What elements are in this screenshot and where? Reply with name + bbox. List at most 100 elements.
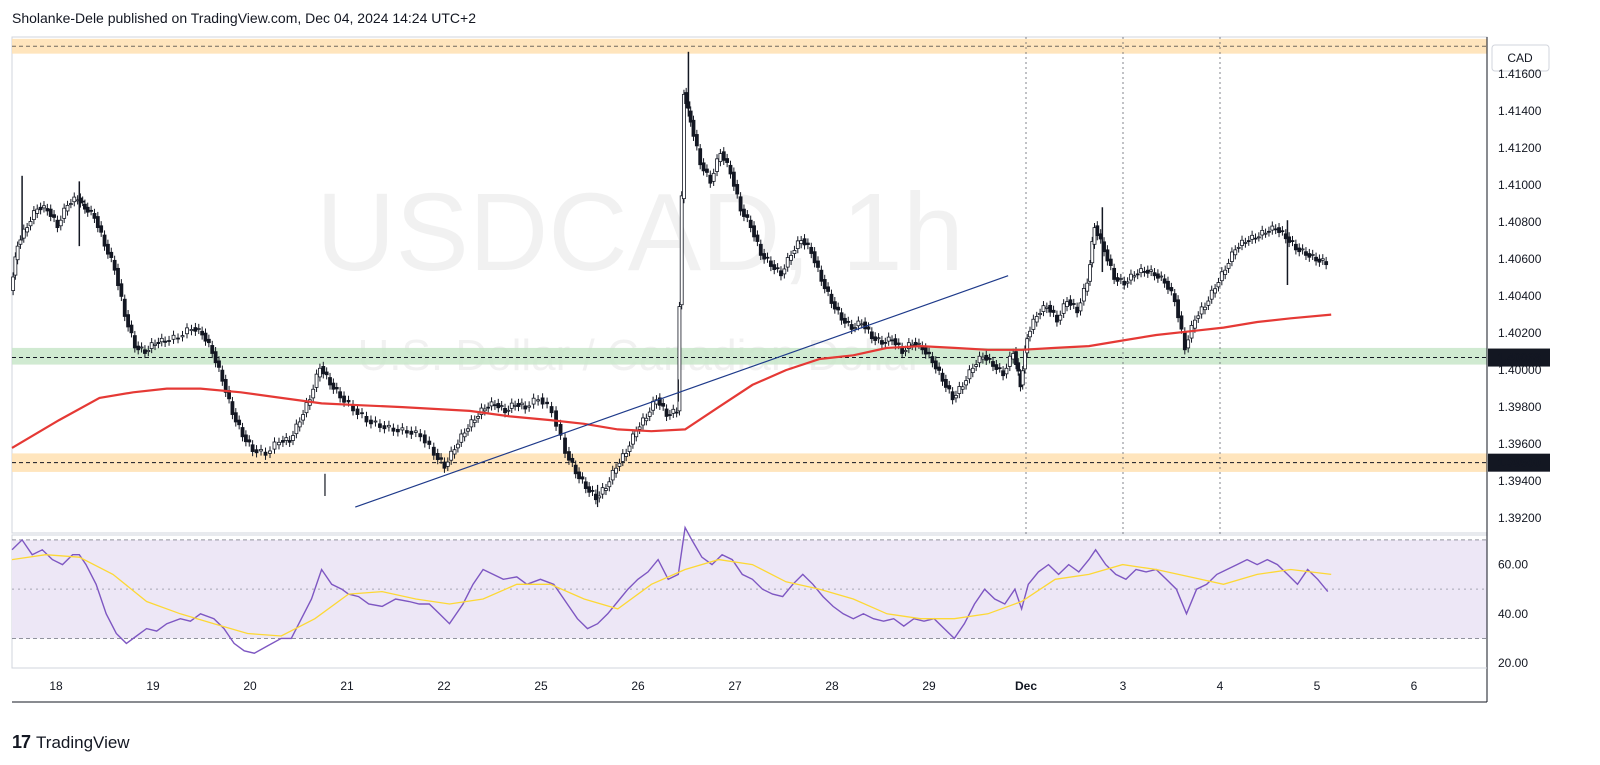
price-pane[interactable]: USDCAD, 1hU.S. Dollar / Canadian Dollar: [11, 36, 1488, 668]
footer-brand[interactable]: 17 TradingView: [12, 732, 130, 753]
candle-body: [139, 346, 144, 349]
candle-body: [886, 336, 891, 342]
candle-body: [1152, 272, 1157, 277]
candle-body: [735, 184, 740, 195]
price-tick-label: 1.40200: [1498, 326, 1542, 340]
candle-body: [1246, 240, 1251, 242]
candle-body: [1179, 315, 1184, 330]
candle-body: [167, 340, 171, 342]
candle-body: [799, 240, 804, 245]
price-tick-label: 1.40400: [1498, 289, 1542, 303]
candle-body: [614, 467, 618, 474]
candle-body: [1236, 246, 1241, 249]
candle-body: [641, 417, 645, 426]
candle-body: [567, 451, 571, 461]
candle-body: [116, 267, 120, 287]
candle-body: [1203, 306, 1207, 311]
candle-body: [31, 210, 36, 221]
candle-body: [106, 243, 110, 255]
candle-body: [387, 424, 391, 428]
candle-body: [180, 335, 185, 338]
price-tick-label: 1.40000: [1498, 363, 1542, 377]
rsi-tick-label: 40.00: [1498, 607, 1528, 621]
candle-body: [281, 440, 285, 443]
candle-body: [1055, 314, 1059, 323]
rsi-pane[interactable]: [11, 525, 1488, 669]
candle-body: [284, 437, 289, 441]
candle-body: [48, 208, 53, 217]
price-tick-label: 1.41600: [1498, 67, 1542, 81]
candle-body: [28, 221, 33, 227]
candle-body: [143, 349, 147, 354]
candle-body: [682, 93, 686, 200]
candle-body: [1213, 288, 1217, 294]
candle-body: [964, 380, 968, 386]
time-tick-label: 6: [1411, 679, 1418, 693]
candle-body: [1142, 271, 1147, 273]
candle-body: [272, 441, 277, 450]
candle-body: [762, 253, 767, 260]
candle-body: [679, 195, 684, 306]
candle-body: [1125, 281, 1130, 284]
candle-body: [540, 397, 545, 405]
candle-body: [62, 207, 67, 219]
candle-body: [846, 320, 851, 323]
currency-button[interactable]: [1491, 44, 1550, 72]
candle-body: [1034, 316, 1039, 323]
candle-body: [15, 245, 20, 261]
candle-body: [829, 293, 834, 304]
candle-body: [89, 209, 93, 212]
candle-body: [217, 360, 221, 368]
candle-body: [1317, 258, 1322, 263]
candle-body: [213, 351, 218, 364]
price-tick-label: 1.41000: [1498, 178, 1542, 192]
candle-body: [18, 239, 23, 245]
candle-body: [382, 425, 387, 430]
time-tick-label: 3: [1120, 679, 1127, 693]
candle-body: [849, 324, 854, 330]
candle-body: [1068, 299, 1073, 306]
rsi-tick-label: 20.00: [1498, 656, 1528, 670]
candle-body: [1041, 305, 1046, 312]
candle-body: [580, 476, 585, 480]
price-tick-label: 1.39200: [1498, 511, 1542, 525]
candle-body: [960, 386, 965, 390]
candle-body: [957, 386, 962, 394]
candle-body: [563, 437, 567, 454]
candle-body: [984, 354, 989, 361]
candle-body: [171, 334, 176, 340]
candle-body: [809, 246, 814, 254]
candle-body: [1090, 241, 1095, 264]
time-axis[interactable]: 18 19 20 21 22 25 26 27 28 29 Dec 3 4 5 6: [12, 667, 1487, 703]
time-tick-label: 27: [728, 679, 742, 693]
candle-body: [25, 227, 30, 233]
candle-body: [52, 214, 56, 218]
candle-body: [545, 401, 549, 405]
candle-body: [664, 408, 669, 417]
candle-body: [994, 364, 999, 370]
candle-body: [324, 371, 329, 376]
candle-body: [493, 404, 497, 407]
candle-body: [294, 423, 299, 435]
candle-body: [1310, 254, 1315, 256]
trendline[interactable]: [355, 275, 1009, 508]
candle-body: [146, 349, 151, 353]
candle-body: [698, 148, 703, 166]
candle-body: [715, 158, 719, 172]
price-tick-label: 1.40800: [1498, 215, 1542, 229]
candle-body: [1304, 251, 1308, 256]
candle-body: [816, 260, 820, 268]
time-tick-label: 28: [825, 679, 839, 693]
candle-body: [342, 395, 346, 403]
candle-body: [558, 424, 563, 436]
candle-body: [83, 203, 87, 210]
candle-body: [328, 377, 332, 386]
price-axis[interactable]: CAD 1.41600 1.41400 1.41200 1.41000 1.40800 1.…: [1486, 37, 1550, 702]
candle-body: [1004, 367, 1009, 375]
candle-body: [1307, 253, 1312, 258]
candle-body: [967, 369, 972, 380]
candle-body: [1115, 277, 1120, 282]
time-tick-label: 22: [437, 679, 451, 693]
candle-body: [677, 306, 682, 412]
